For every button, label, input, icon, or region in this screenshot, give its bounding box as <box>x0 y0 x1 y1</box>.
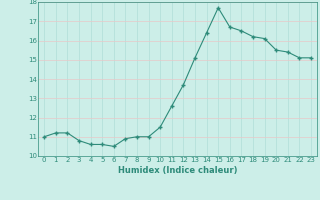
X-axis label: Humidex (Indice chaleur): Humidex (Indice chaleur) <box>118 166 237 175</box>
